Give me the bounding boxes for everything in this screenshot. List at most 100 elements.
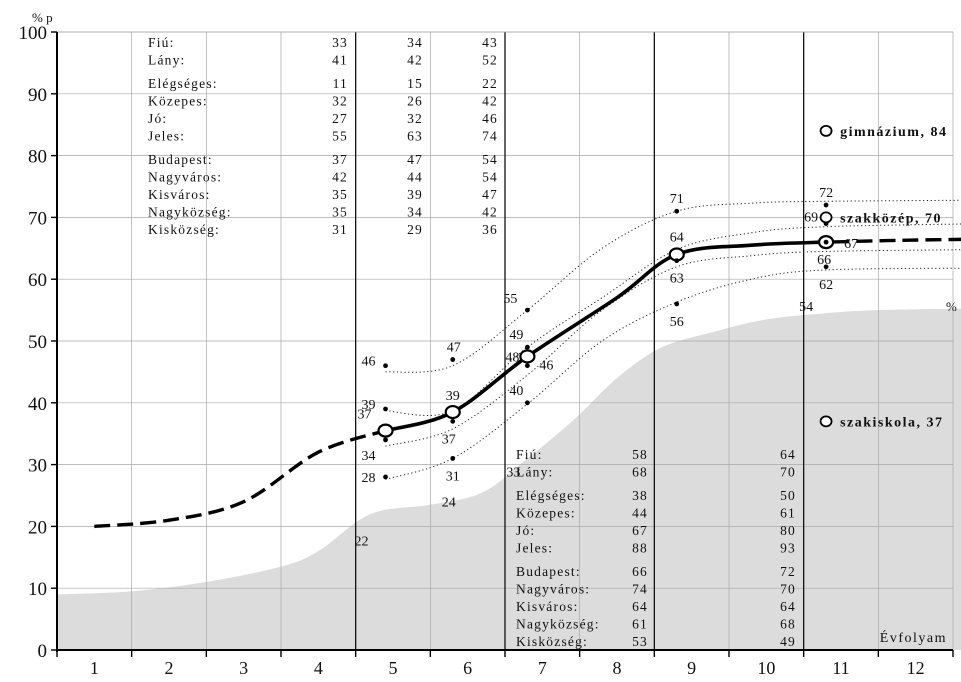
bottom-table-cell: 50 (780, 488, 796, 503)
top-table-cell: 54 (482, 152, 498, 167)
y-tick-label: 40 (28, 394, 47, 415)
envelope-line (385, 267, 961, 480)
value-dot (450, 418, 456, 424)
top-table-cell: 42 (332, 170, 348, 185)
top-table-cell: 43 (482, 35, 498, 50)
bottom-table-row-label: Fiú: (516, 447, 543, 462)
value-dot (823, 239, 829, 245)
top-table-row-label: Közepes: (148, 94, 208, 109)
value-dot (383, 363, 388, 369)
value-dot (525, 363, 530, 369)
value-label: 55 (503, 292, 517, 307)
bottom-table-cell: 44 (632, 506, 648, 521)
average-marker (519, 349, 536, 364)
top-table-cell: 36 (482, 222, 498, 237)
average-label: 64 (670, 230, 684, 245)
gray-area-layer (57, 308, 961, 650)
bottom-table-cell: 64 (632, 599, 648, 614)
envelope-line (385, 199, 961, 373)
bottom-table-row-label: Kisközség: (516, 634, 588, 649)
bottom-table-cell: 68 (632, 465, 648, 480)
value-dot (674, 301, 680, 307)
value-label: 46 (539, 359, 553, 374)
bottom-table-cell: 72 (780, 564, 796, 579)
bottom-table-row-label: Jeles: (516, 541, 553, 556)
x-tick-label: 4 (314, 658, 323, 678)
bottom-table-row-label: Közepes: (516, 506, 576, 521)
bottom-table-cell: 61 (632, 617, 648, 632)
x-tick-label: 1 (90, 658, 99, 678)
value-dot (450, 456, 456, 461)
bottom-table-cell: 70 (780, 465, 796, 480)
top-table-cell: 15 (407, 76, 423, 91)
value-label: 46 (362, 355, 376, 370)
top-table-cell: 32 (332, 94, 348, 109)
top-table-cell: 26 (407, 94, 423, 109)
value-dot (823, 202, 829, 208)
y-tick-label: 0 (38, 641, 48, 662)
bottom-table-cell: 93 (780, 541, 796, 556)
x-tick-label: 9 (687, 658, 696, 678)
x-tick-label: 12 (907, 658, 925, 678)
x-tick-label: 8 (613, 658, 622, 678)
top-table-row-label: Kisközség: (148, 222, 220, 237)
top-table-cell: 47 (407, 152, 423, 167)
average-marker (377, 423, 394, 438)
average-marker (444, 404, 461, 420)
x-tick-label: 2 (165, 658, 174, 678)
bottom-table-row-label: Nagyközség: (516, 617, 600, 632)
gray-area-label: 24 (442, 495, 456, 510)
bottom-table-cell: 64 (780, 599, 796, 614)
x-tick-label: 10 (757, 658, 775, 678)
y-tick-label: 10 (28, 579, 47, 600)
top-table-row-label: Budapest: (148, 152, 213, 167)
main-curve-dashed-right (833, 237, 961, 244)
value-dot (383, 437, 388, 443)
top-table-cell: 46 (482, 111, 498, 126)
top-table-cell: 32 (407, 111, 423, 126)
y-tick-label: 30 (28, 456, 47, 477)
school-type-marker (819, 415, 833, 428)
bottom-table-row-label: Elégséges: (516, 488, 586, 503)
value-dot (674, 208, 680, 214)
bottom-table-cell: 70 (780, 582, 796, 597)
value-label: 66 (817, 253, 831, 268)
envelope-line (385, 249, 961, 447)
bottom-table-row-label: Nagyváros: (516, 582, 590, 597)
value-label: 62 (819, 278, 833, 293)
value-dot (823, 264, 829, 270)
x-tick-label: 3 (239, 658, 248, 678)
top-table-cell: 42 (482, 205, 498, 220)
value-label: 63 (670, 272, 684, 287)
y-tick-label: 50 (28, 332, 47, 353)
top-table-cell: 29 (407, 222, 423, 237)
value-label: 49 (509, 328, 523, 343)
top-table-cell: 47 (482, 187, 498, 202)
bottom-table-row-label: Lány: (516, 465, 554, 480)
bottom-table-cell: 67 (632, 523, 648, 538)
average-label: 37 (358, 408, 372, 423)
x-tick-label: 5 (389, 658, 398, 678)
top-table-cell: 41 (332, 53, 348, 68)
top-table-cell: 33 (332, 35, 348, 50)
top-table-row-label: Kisváros: (148, 187, 211, 202)
top-table-cell: 54 (482, 170, 498, 185)
value-dot (525, 344, 530, 350)
average-label: 67 (844, 237, 858, 252)
gray-area-label: 33 (506, 465, 520, 480)
bottom-table-cell: 74 (632, 582, 648, 597)
tables-layer: Fiú: 33 34 43 Lány: 41 42 52 Elégséges: 11 15 22 Köz… (148, 35, 796, 649)
value-label: 34 (362, 449, 376, 464)
y-tick-label: 60 (28, 270, 47, 291)
value-label: 39 (362, 398, 376, 413)
bottom-table-cell: 66 (632, 564, 648, 579)
school-type-marker (819, 124, 833, 137)
bottom-table-cell: 80 (780, 523, 796, 538)
value-label: 71 (670, 192, 684, 207)
y-tick-label: 90 (28, 85, 47, 106)
top-table-row-label: Nagyközség: (148, 205, 232, 220)
y-tick-label: 80 (28, 147, 47, 168)
top-table-cell: 35 (332, 187, 348, 202)
